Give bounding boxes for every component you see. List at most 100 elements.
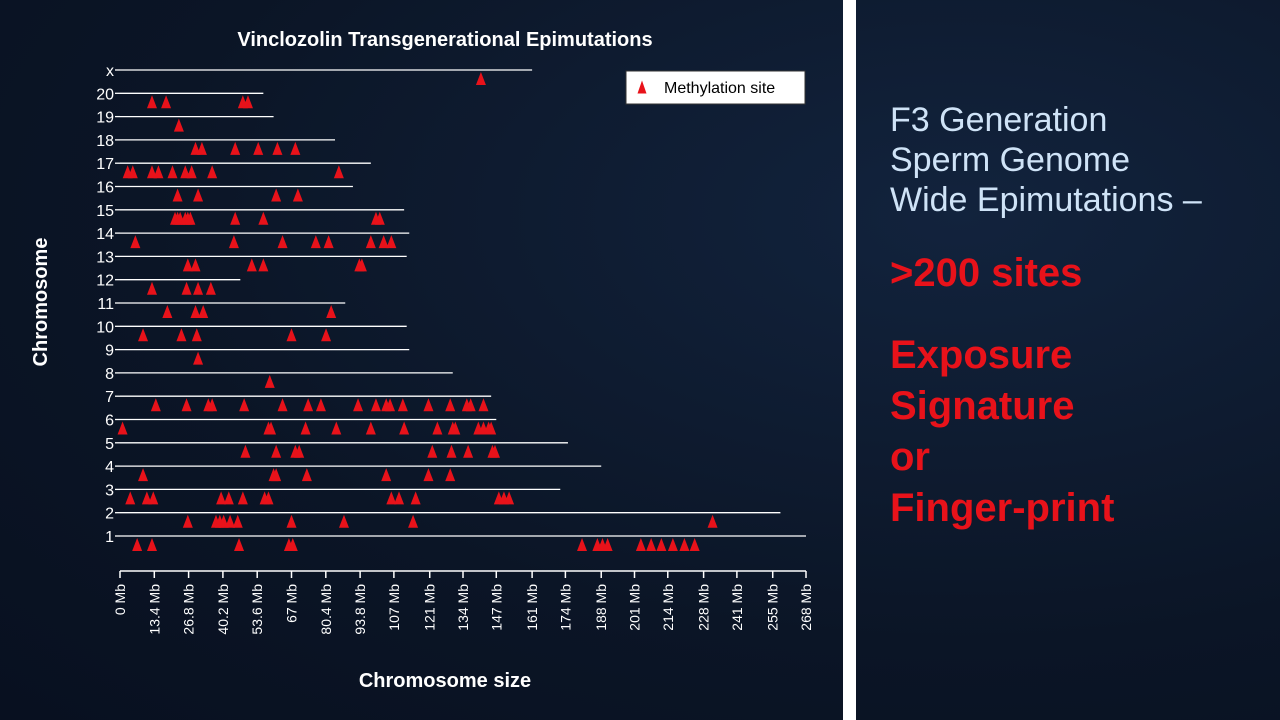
chromosome-label-9: 9 — [105, 343, 114, 360]
methylation-marker-chr15-6 — [230, 211, 241, 225]
methylation-marker-chr20-3 — [242, 95, 253, 109]
methylation-marker-chr5-4 — [427, 444, 438, 458]
chromosome-label-12: 12 — [96, 273, 114, 290]
chromosome-label-20: 20 — [96, 86, 114, 103]
chromosome-label-1: 1 — [105, 529, 114, 546]
chromosome-label-4: 4 — [105, 459, 114, 476]
methylation-marker-chr1-2 — [234, 538, 245, 551]
methylation-marker-chr14-5 — [365, 235, 376, 249]
methylation-marker-chr9-0 — [193, 351, 204, 365]
chromosome-label-14: 14 — [96, 226, 114, 243]
chromosome-label-7: 7 — [105, 389, 114, 406]
methylation-marker-chr6-4 — [331, 421, 342, 435]
methylation-marker-chr7-16 — [465, 398, 476, 412]
x-tick-label-5: 67 Mb — [284, 584, 300, 623]
methylation-marker-chr4-0 — [138, 468, 149, 482]
methylation-marker-chr1-4 — [287, 538, 298, 551]
methylation-marker-chr14-2 — [277, 235, 288, 249]
methylation-marker-chr12-2 — [193, 281, 204, 295]
methylation-marker-chr1-12 — [667, 538, 678, 551]
methylation-marker-chr15-9 — [374, 211, 385, 225]
methylation-marker-chr7-17 — [478, 398, 489, 412]
methylation-marker-chr6-3 — [300, 421, 311, 435]
methylation-marker-chr3-9 — [394, 491, 405, 505]
methylation-marker-chr18-0 — [190, 141, 201, 155]
methylation-marker-chr1-8 — [602, 538, 613, 551]
x-tick-label-10: 134 Mb — [455, 584, 471, 631]
methylation-marker-chr6-0 — [117, 421, 128, 435]
methylation-marker-chr4-5 — [423, 468, 434, 482]
methylation-marker-chr10-0 — [138, 328, 149, 342]
methylation-marker-chr15-5 — [185, 211, 196, 225]
emphasis-line-4: Finger-print — [890, 486, 1115, 530]
methylation-marker-chr4-6 — [445, 468, 456, 482]
methylation-marker-chr17-1 — [127, 165, 138, 179]
methylation-marker-chr3-1 — [141, 491, 152, 505]
methylation-marker-chr10-2 — [191, 328, 202, 342]
x-tick-label-1: 13.4 Mb — [146, 584, 162, 635]
methylation-marker-chr18-1 — [196, 141, 207, 155]
methylation-marker-chr14-6 — [378, 235, 389, 249]
x-tick-label-16: 214 Mb — [660, 584, 676, 631]
x-tick-label-3: 40.2 Mb — [215, 584, 231, 635]
methylation-marker-chr7-1 — [181, 398, 192, 412]
methylation-marker-chr2-9 — [707, 514, 718, 528]
methylation-marker-chr14-4 — [323, 235, 334, 249]
methylation-marker-chr12-0 — [146, 281, 157, 295]
methylation-marker-chr3-13 — [504, 491, 515, 505]
methylation-marker-chr7-0 — [150, 398, 161, 412]
x-tick-label-6: 80.4 Mb — [318, 584, 334, 635]
methylation-marker-chr18-4 — [272, 141, 283, 155]
chromosome-label-2: 2 — [105, 506, 114, 523]
chromosome-label-13: 13 — [96, 249, 114, 266]
methylation-marker-chr1-10 — [646, 538, 657, 551]
methylation-marker-chr3-4 — [223, 491, 234, 505]
methylation-marker-chr17-8 — [333, 165, 344, 179]
methylation-marker-chr7-9 — [370, 398, 381, 412]
methylation-marker-chr20-1 — [161, 95, 172, 109]
methylation-marker-chr17-3 — [153, 165, 164, 179]
methylation-marker-chr5-6 — [463, 444, 474, 458]
methylation-marker-chr7-14 — [445, 398, 456, 412]
methylation-marker-chr7-3 — [207, 398, 218, 412]
heading-line-2: Sperm Genome — [890, 141, 1130, 179]
methylation-marker-chr12-3 — [205, 281, 216, 295]
methylation-marker-chr10-3 — [286, 328, 297, 342]
chromosome-label-17: 17 — [96, 156, 114, 173]
methylation-marker-chr13-0 — [182, 258, 193, 272]
methylation-marker-chr2-5 — [232, 514, 243, 528]
methylation-marker-chr16-1 — [193, 188, 204, 202]
chart-title: Vinclozolin Transgenerational Epimutatio… — [237, 29, 652, 51]
methylation-marker-chr17-5 — [180, 165, 191, 179]
methylation-marker-chr17-2 — [146, 165, 157, 179]
methylation-marker-chr4-4 — [381, 468, 392, 482]
x-tick-label-17: 228 Mb — [696, 584, 712, 631]
x-tick-label-19: 255 Mb — [765, 584, 781, 631]
methylation-marker-chr6-2 — [266, 421, 277, 435]
methylation-marker-chr3-3 — [216, 491, 227, 505]
methylation-marker-chr7-12 — [397, 398, 408, 412]
methylation-marker-chr14-0 — [130, 235, 141, 249]
methylation-marker-chr10-1 — [176, 328, 187, 342]
chromosome-label-8: 8 — [105, 366, 114, 383]
chromosome-label-15: 15 — [96, 203, 114, 220]
methylation-marker-chr11-0 — [162, 305, 173, 318]
x-tick-label-7: 93.8 Mb — [352, 584, 368, 635]
methylation-marker-chr16-2 — [271, 188, 282, 202]
methylation-marker-chr13-1 — [190, 258, 201, 272]
methylation-marker-chr5-8 — [489, 444, 500, 458]
methylation-marker-chr5-1 — [271, 444, 282, 458]
methylation-marker-chr1-9 — [635, 538, 646, 551]
methylation-marker-chr1-13 — [679, 538, 690, 551]
emphasis-line-2: Signature — [890, 384, 1075, 428]
methylation-marker-chr13-3 — [258, 258, 269, 272]
methylation-marker-chr6-13 — [486, 421, 497, 435]
chromosome-label-10: 10 — [96, 319, 114, 336]
x-tick-label-4: 53.6 Mb — [249, 584, 265, 635]
side-panel: F3 Generation Sperm Genome Wide Epimutat… — [890, 100, 1270, 534]
methylation-marker-chr2-7 — [338, 514, 349, 528]
methylation-marker-chr6-5 — [365, 421, 376, 435]
x-tick-label-11: 147 Mb — [488, 584, 504, 631]
methylation-markers — [117, 72, 718, 551]
methylation-marker-chr17-7 — [207, 165, 218, 179]
